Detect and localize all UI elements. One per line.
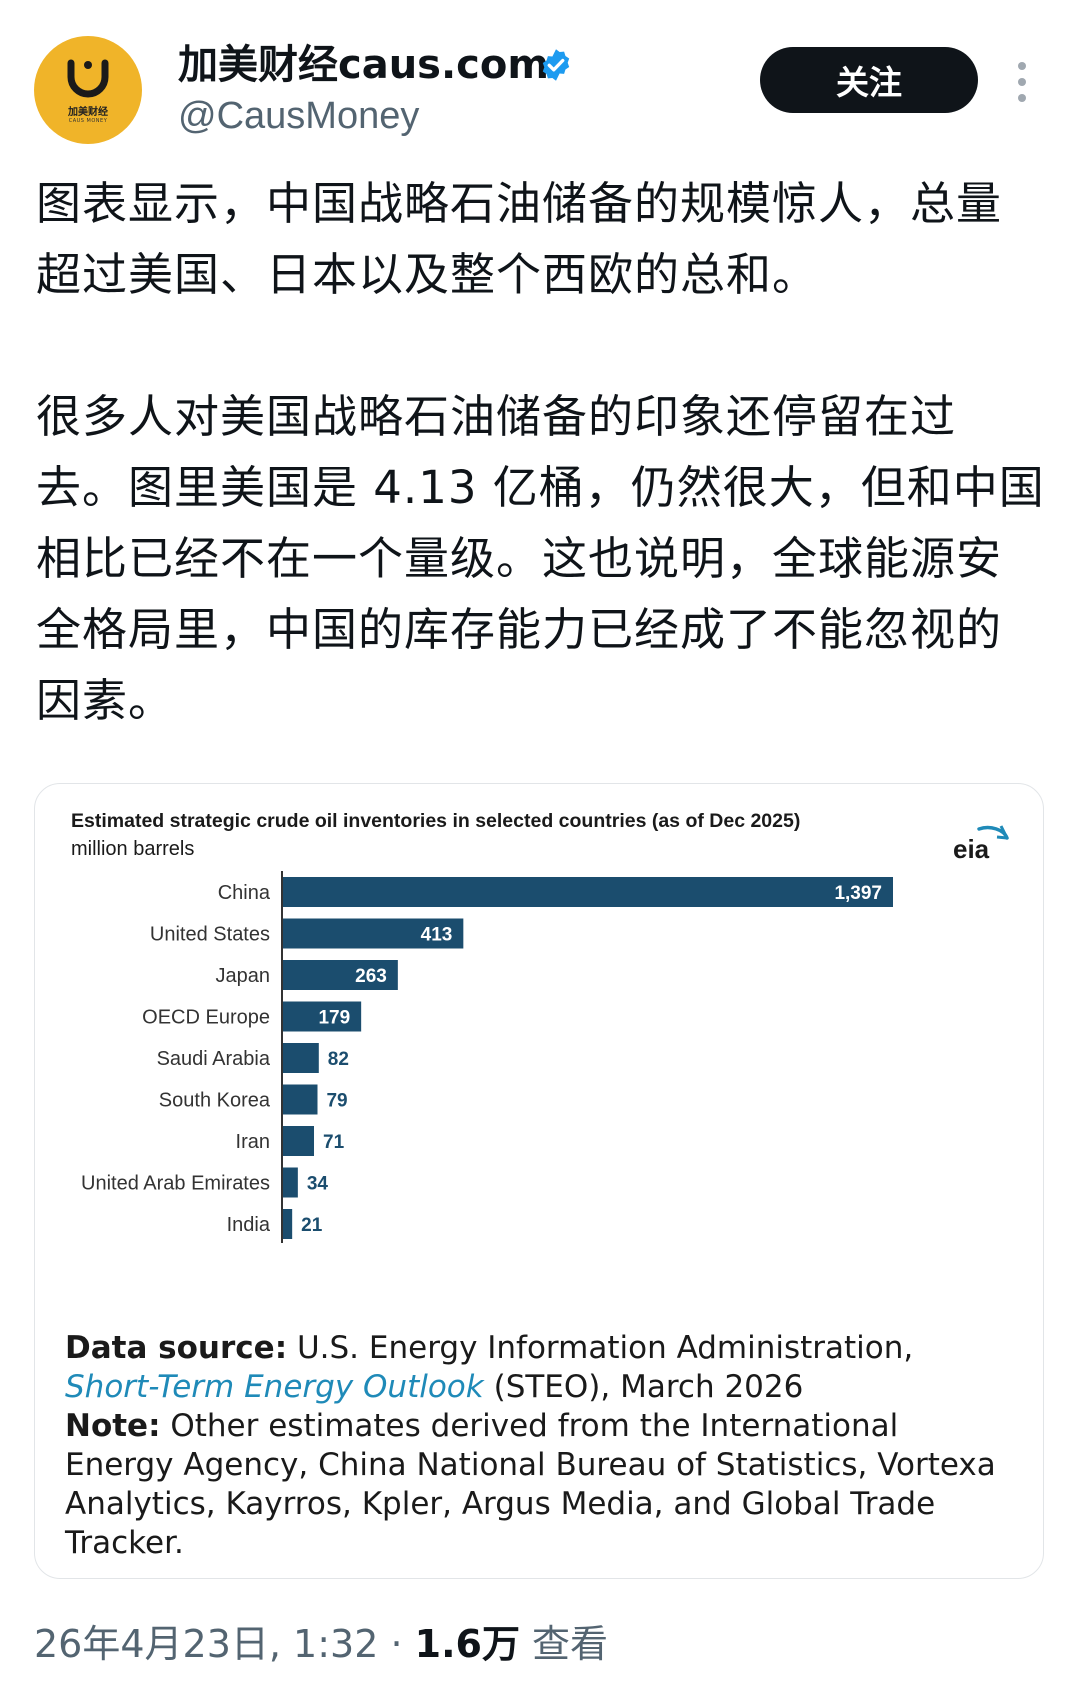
bar-value-label: 1,397	[834, 883, 882, 904]
bar-value-label: 79	[326, 1091, 347, 1112]
category-label: China	[218, 882, 271, 904]
source-text: U.S. Energy Information Administration,	[296, 1330, 914, 1366]
post-paragraph: 很多人对美国战略石油储备的印象还停留在过去。图里美国是 4.13 亿桶，仍然很大…	[36, 390, 1045, 727]
bar	[283, 1001, 362, 1032]
chart-title: Estimated strategic crude oil inventorie…	[71, 810, 801, 832]
chart-unit-label: million barrels	[71, 838, 195, 860]
note-text: Other estimates derived from the Interna…	[65, 1408, 996, 1561]
bar	[283, 1043, 319, 1073]
post-meta: 26年4月23日, 1:32 · 1.6万 查看	[34, 1613, 608, 1668]
bar	[283, 1209, 293, 1239]
bar	[283, 1084, 318, 1115]
bar-value-label: 263	[355, 966, 387, 987]
eia-logo-text: eia	[953, 834, 990, 864]
view-label: 查看	[519, 1622, 609, 1666]
source-tail: (STEO), March 2026	[493, 1369, 804, 1405]
bar	[283, 877, 893, 907]
category-label: Saudi Arabia	[157, 1048, 271, 1070]
category-label: India	[227, 1214, 271, 1236]
category-label: South Korea	[159, 1090, 271, 1112]
category-label: United States	[150, 924, 270, 946]
brand-logo-icon	[67, 59, 109, 97]
view-count: 1.6万	[414, 1622, 520, 1666]
author-handle[interactable]: @CausMoney	[178, 95, 420, 137]
post-text: 图表显示，中国战略石油储备的规模惊人，总量超过美国、日本以及整个西欧的总和。 很…	[36, 168, 1046, 736]
source-label: Data source:	[65, 1330, 288, 1366]
category-label: Iran	[236, 1131, 270, 1153]
avatar-subtext: CAUS MONEY	[68, 117, 108, 124]
chart-image-card[interactable]: Estimated strategic crude oil inventorie…	[34, 783, 1044, 1579]
note-label: Note:	[65, 1408, 161, 1444]
bar	[283, 918, 464, 949]
bar-value-label: 413	[421, 925, 453, 946]
avatar-text: 加美财经	[68, 106, 108, 118]
category-label: OECD Europe	[142, 1007, 270, 1029]
source-link[interactable]: Short-Term Energy Outlook	[65, 1369, 484, 1405]
eia-logo: eia	[953, 825, 1009, 864]
bar-chart: China 1,397 United States 413 Japan 263 OECD E…	[81, 871, 893, 1243]
more-options-icon[interactable]	[1016, 60, 1028, 104]
category-label: United Arab Emirates	[81, 1173, 270, 1195]
follow-button[interactable]: 关注	[760, 47, 978, 113]
bar-value-label: 34	[307, 1174, 329, 1195]
category-label: Japan	[216, 965, 271, 987]
verified-badge-icon	[542, 49, 570, 81]
bar	[283, 1126, 315, 1156]
bar	[283, 1167, 298, 1198]
bar-value-label: 71	[323, 1132, 345, 1153]
author-display-name[interactable]: 加美财经caus.com	[178, 42, 550, 88]
post-timestamp[interactable]: 26年4月23日, 1:32 ·	[34, 1622, 415, 1666]
post-paragraph: 图表显示，中国战略石油储备的规模惊人，总量超过美国、日本以及整个西欧的总和。	[36, 177, 1003, 301]
bar-value-label: 21	[301, 1215, 323, 1236]
bar-value-label: 179	[318, 1008, 350, 1029]
chart-source-note: Data source: U.S. Energy Information Adm…	[65, 1329, 1005, 1563]
bar	[283, 960, 398, 990]
avatar[interactable]: 加美财经 CAUS MONEY	[34, 36, 142, 144]
bar-value-label: 82	[328, 1049, 349, 1070]
